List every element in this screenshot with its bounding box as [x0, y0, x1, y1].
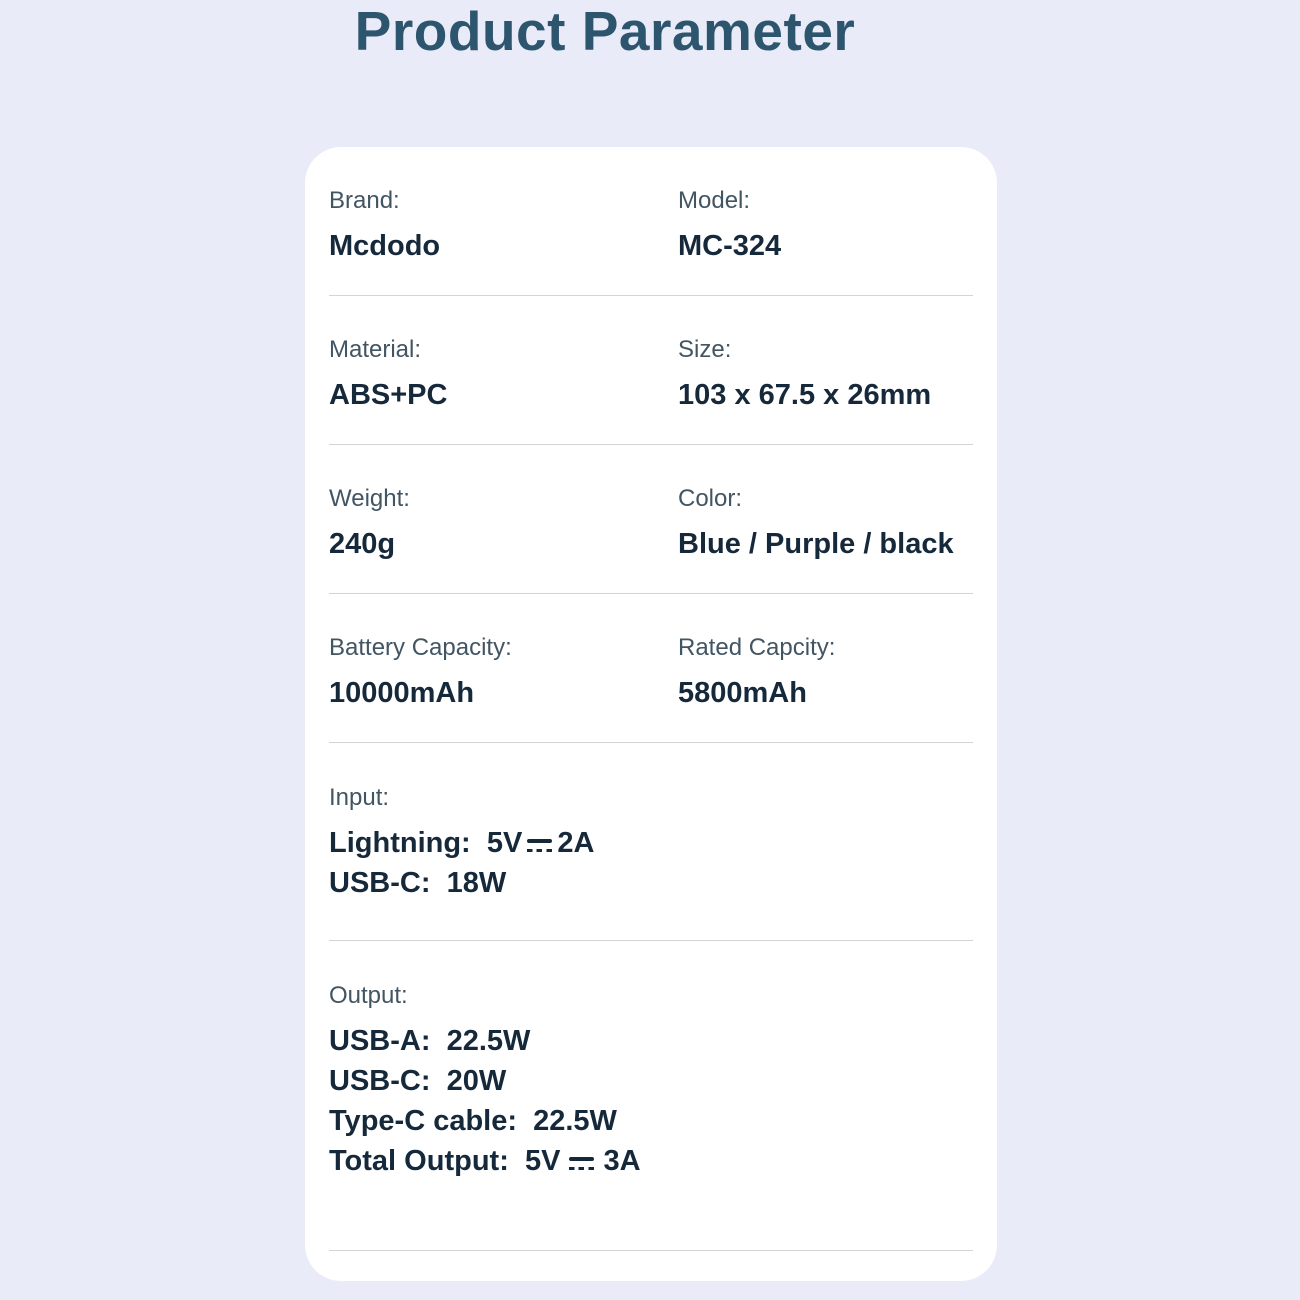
dc-symbol-icon: [569, 1156, 595, 1171]
input-line-usbc: USB-C: 18W: [329, 867, 507, 899]
weight-value: 240g: [329, 528, 396, 560]
material-label: Material:: [329, 336, 422, 363]
battery-capacity-label: Battery Capacity:: [329, 634, 512, 661]
rated-capacity-value: 5800mAh: [678, 677, 807, 709]
output-total-post: 3A: [603, 1145, 641, 1177]
color-label: Color:: [678, 485, 743, 512]
output-line-typec-cable: Type-C cable: 22.5W: [329, 1105, 617, 1137]
spec-cell-size: Size: 103 x 67.5 x 26mm: [678, 335, 973, 413]
input-lightning-post: 2A: [557, 827, 595, 859]
output-line-usba: USB-A: 22.5W: [329, 1025, 531, 1057]
input-label: Input:: [329, 784, 390, 811]
input-line-lightning: Lightning: 5V 2A: [329, 823, 973, 863]
spec-cell-weight: Weight: 240g: [329, 484, 678, 562]
dc-symbol-icon: [527, 838, 553, 853]
material-value: ABS+PC: [329, 379, 448, 411]
spec-cell-rated-capacity: Rated Capcity: 5800mAh: [678, 633, 973, 711]
brand-label: Brand:: [329, 187, 400, 214]
spec-card: Brand: Mcdodo Model: MC-324 Material: AB…: [305, 147, 997, 1281]
output-label: Output:: [329, 982, 408, 1009]
input-lines: Lightning: 5V 2A USB-C: 18W: [329, 823, 973, 903]
rated-capacity-label: Rated Capcity:: [678, 634, 836, 661]
output-lines: USB-A: 22.5W USB-C: 20W Type-C cable: 22…: [329, 1021, 973, 1181]
spec-cell-brand: Brand: Mcdodo: [329, 186, 678, 264]
weight-label: Weight:: [329, 485, 410, 512]
color-value: Blue / Purple / black: [678, 528, 954, 560]
input-lightning-pre: Lightning: 5V: [329, 827, 523, 859]
battery-capacity-value: 10000mAh: [329, 677, 475, 709]
size-label: Size:: [678, 336, 732, 363]
spec-row-brand-model: Brand: Mcdodo Model: MC-324: [329, 147, 973, 296]
spec-row-weight-color: Weight: 240g Color: Blue / Purple / blac…: [329, 445, 973, 594]
spec-cell-model: Model: MC-324: [678, 186, 973, 264]
output-total-pre: Total Output: 5V: [329, 1145, 561, 1177]
model-value: MC-324: [678, 230, 782, 262]
spec-section-output: Output: USB-A: 22.5W USB-C: 20W Type-C c…: [329, 941, 973, 1251]
spec-row-material-size: Material: ABS+PC Size: 103 x 67.5 x 26mm: [329, 296, 973, 445]
output-line-usbc: USB-C: 20W: [329, 1065, 507, 1097]
spec-cell-color: Color: Blue / Purple / black: [678, 484, 973, 562]
spec-row-capacity: Battery Capacity: 10000mAh Rated Capcity…: [329, 594, 973, 743]
output-line-total: Total Output: 5V 3A: [329, 1141, 973, 1181]
page-title: Product Parameter: [354, 0, 856, 62]
brand-value: Mcdodo: [329, 230, 441, 262]
spec-section-input: Input: Lightning: 5V 2A USB-C: 18W: [329, 743, 973, 941]
size-value: 103 x 67.5 x 26mm: [678, 379, 932, 411]
model-label: Model:: [678, 187, 751, 214]
spec-cell-material: Material: ABS+PC: [329, 335, 678, 413]
spec-cell-battery-capacity: Battery Capacity: 10000mAh: [329, 633, 678, 711]
